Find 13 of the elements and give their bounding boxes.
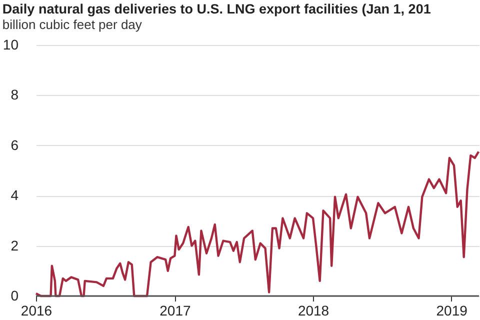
y-tick-label: 4	[10, 187, 19, 204]
y-tick-label: 6	[10, 136, 19, 153]
y-tick-label: 2	[10, 237, 19, 254]
x-tick-label: 2019	[436, 302, 468, 318]
y-tick-label: 10	[2, 36, 19, 52]
y-tick-label: 8	[10, 86, 19, 103]
chart-title: Daily natural gas deliveries to U.S. LNG export facilities (Jan 1, 201	[2, 2, 432, 16]
y-tick-label: 0	[10, 288, 19, 304]
chart-subtitle: billion cubic feet per day	[2, 17, 142, 32]
x-tick-label: 2016	[20, 302, 52, 318]
x-tick-label: 2018	[298, 302, 330, 318]
x-tick-label: 2017	[160, 302, 191, 318]
line-series	[34, 150, 480, 298]
